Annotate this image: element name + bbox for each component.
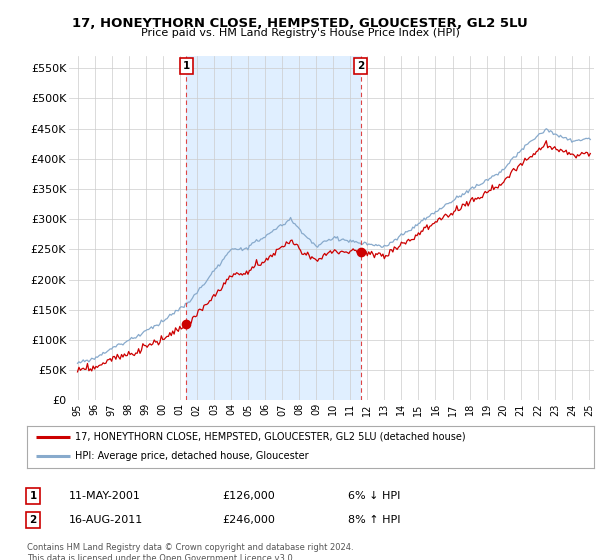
Text: 17, HONEYTHORN CLOSE, HEMPSTED, GLOUCESTER, GL2 5LU: 17, HONEYTHORN CLOSE, HEMPSTED, GLOUCEST… [72, 17, 528, 30]
Text: 16-AUG-2011: 16-AUG-2011 [69, 515, 143, 525]
Text: 1: 1 [29, 491, 37, 501]
Text: 11-MAY-2001: 11-MAY-2001 [69, 491, 141, 501]
Text: HPI: Average price, detached house, Gloucester: HPI: Average price, detached house, Glou… [75, 451, 309, 461]
Text: 17, HONEYTHORN CLOSE, HEMPSTED, GLOUCESTER, GL2 5LU (detached house): 17, HONEYTHORN CLOSE, HEMPSTED, GLOUCEST… [75, 432, 466, 442]
Text: 6% ↓ HPI: 6% ↓ HPI [348, 491, 400, 501]
Text: £246,000: £246,000 [222, 515, 275, 525]
Bar [186, 56, 361, 400]
Text: 8% ↑ HPI: 8% ↑ HPI [348, 515, 401, 525]
Text: Price paid vs. HM Land Registry's House Price Index (HPI): Price paid vs. HM Land Registry's House … [140, 28, 460, 38]
Text: 2: 2 [29, 515, 37, 525]
Text: 1: 1 [182, 61, 190, 71]
Text: Contains HM Land Registry data © Crown copyright and database right 2024.
This d: Contains HM Land Registry data © Crown c… [27, 543, 353, 560]
Text: £126,000: £126,000 [222, 491, 275, 501]
Text: 2: 2 [357, 61, 364, 71]
